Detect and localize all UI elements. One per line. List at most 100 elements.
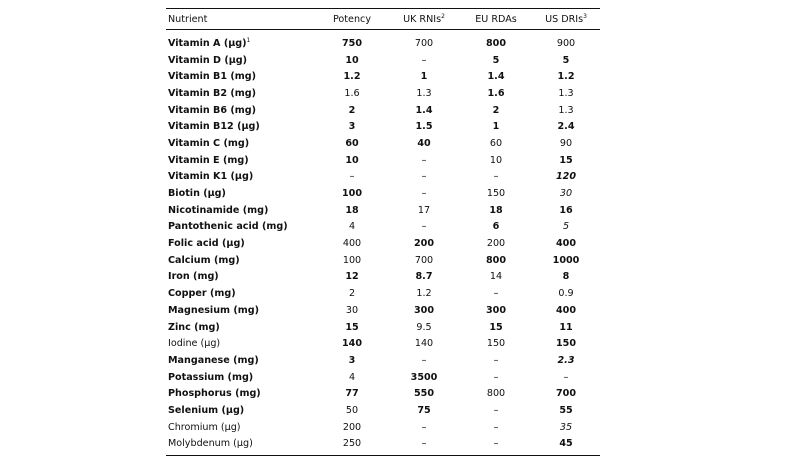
nutrient-name-cell: Iron (mg) [166,271,316,282]
table-row: Vitamin A (µg)1 750 700 800 900 [166,35,600,52]
eu-rda-cell: 5 [492,54,500,66]
table-header-rule [166,29,600,30]
us-dri-cell: 150 [555,338,577,350]
table-row: Vitamin E (mg) 10 – 10 15 [166,152,600,169]
us-dri-cell: 900 [556,37,576,49]
uk-rni-cell: 700 [414,254,434,266]
potency-cell: 1.6 [344,87,360,99]
table-row: Manganese (mg) 3 – – 2.3 [166,352,600,369]
eu-rda-cell: 300 [485,304,507,316]
nutrient-name-cell: Manganese (mg) [166,355,316,366]
potency-cell: 3 [348,354,356,366]
nutrient-name: Vitamin B2 (mg) [168,87,257,99]
eu-rda-cell: – [493,288,499,300]
nutrient-name: Selenium (µg) [168,404,245,416]
nutrient-name: Vitamin A (µg) [168,37,247,49]
table-row: Biotin (µg) 100 – 150 30 [166,185,600,202]
potency-cell: 4 [348,221,356,233]
potency-cell: 50 [345,404,359,416]
nutrient-name: Iodine (µg) [168,338,221,350]
potency-cell: 4 [348,371,356,383]
us-dri-cell: 15 [559,154,573,166]
eu-rda-cell: 800 [485,37,507,49]
nutrient-name-cell: Vitamin C (mg) [166,138,316,149]
us-dri-cell: 5 [562,221,570,233]
table-body: Vitamin A (µg)1 750 700 800 900 Vitamin D (µg… [166,35,600,452]
nutrient-name-cell: Vitamin B2 (mg) [166,88,316,99]
potency-cell: 30 [345,304,359,316]
table-row: Iodine (µg) 140 140 150 150 [166,335,600,352]
nutrient-name-cell: Iodine (µg) [166,338,316,349]
potency-cell: 100 [342,254,362,266]
eu-rda-cell: – [493,171,499,183]
table-row: Vitamin K1 (µg) – – – 120 [166,169,600,186]
us-dri-cell: 8 [562,271,570,283]
nutrient-name: Nicotinamide (mg) [168,204,269,216]
uk-rni-cell: – [421,438,427,450]
potency-cell: 2 [348,104,356,116]
us-dri-cell: 35 [559,421,573,433]
potency-cell: 250 [342,438,362,450]
nutrient-name-cell: Vitamin A (µg)1 [166,36,316,49]
potency-cell: 15 [345,321,359,333]
us-dri-cell: 1.2 [557,71,575,83]
nutrient-name-cell: Magnesium (mg) [166,305,316,316]
footnote-marker: 1 [246,36,251,44]
potency-cell: 2 [348,288,356,300]
eu-rda-cell: 10 [489,154,503,166]
eu-rda-cell: 150 [486,338,506,350]
header-nutrient: Nutrient [168,13,208,25]
uk-rni-cell: 700 [414,37,434,49]
table-row: Magnesium (mg) 30 300 300 400 [166,302,600,319]
eu-rda-cell: 15 [489,321,503,333]
nutrient-name: Phosphorus (mg) [168,388,261,400]
us-dri-cell: – [563,371,569,383]
nutrient-name: Vitamin B6 (mg) [168,104,257,116]
uk-rni-cell: 8.7 [415,271,433,283]
nutrient-name-cell: Selenium (µg) [166,405,316,416]
eu-rda-cell: 1.4 [487,71,505,83]
table-row: Vitamin B12 (µg) 3 1.5 1 2.4 [166,118,600,135]
us-dri-cell: 1.3 [558,104,574,116]
uk-rni-cell: 3500 [410,371,438,383]
uk-rni-cell: 9.5 [416,321,432,333]
uk-rni-cell: 550 [413,388,435,400]
table-row: Pantothenic acid (mg) 4 – 6 5 [166,219,600,236]
table-row: Nicotinamide (mg) 18 17 18 16 [166,202,600,219]
us-dri-cell: 16 [559,204,573,216]
nutrient-name-cell: Phosphorus (mg) [166,388,316,399]
nutrient-name: Calcium (mg) [168,254,240,266]
uk-rni-cell: 1.2 [416,288,432,300]
potency-cell: 18 [345,204,359,216]
nutrient-name: Magnesium (mg) [168,304,260,316]
uk-rni-cell: 1.3 [416,87,432,99]
eu-rda-cell: 150 [486,188,506,200]
nutrient-name: Molybdenum (µg) [168,438,253,450]
uk-rni-cell: – [421,354,427,366]
nutrient-name: Biotin (µg) [168,188,226,200]
eu-rda-cell: 6 [492,221,500,233]
us-dri-cell: 11 [559,321,573,333]
header-eu-rdas: EU RDAs [475,13,517,25]
table-row: Folic acid (µg) 400 200 200 400 [166,235,600,252]
table-row: Molybdenum (µg) 250 – – 45 [166,436,600,453]
table-row: Potassium (mg) 4 3500 – – [166,369,600,386]
uk-rni-cell: 200 [413,238,435,250]
nutrient-name-cell: Vitamin B1 (mg) [166,71,316,82]
uk-rni-cell: 140 [414,338,434,350]
uk-rni-cell: – [421,54,427,66]
nutrient-name-cell: Folic acid (µg) [166,238,316,249]
potency-cell: 60 [345,137,359,149]
table-row: Vitamin D (µg) 10 – 5 5 [166,52,600,69]
table-row: Zinc (mg) 15 9.5 15 11 [166,319,600,336]
nutrient-name-cell: Calcium (mg) [166,255,316,266]
eu-rda-cell: 800 [485,254,507,266]
us-dri-cell: 55 [559,404,573,416]
nutrient-name-cell: Vitamin B6 (mg) [166,105,316,116]
potency-cell: – [349,171,355,183]
potency-cell: 140 [341,338,363,350]
us-dri-cell: 400 [555,304,577,316]
nutrient-name-cell: Pantothenic acid (mg) [166,221,316,232]
eu-rda-cell: – [493,421,499,433]
uk-rni-cell: 17 [417,204,431,216]
